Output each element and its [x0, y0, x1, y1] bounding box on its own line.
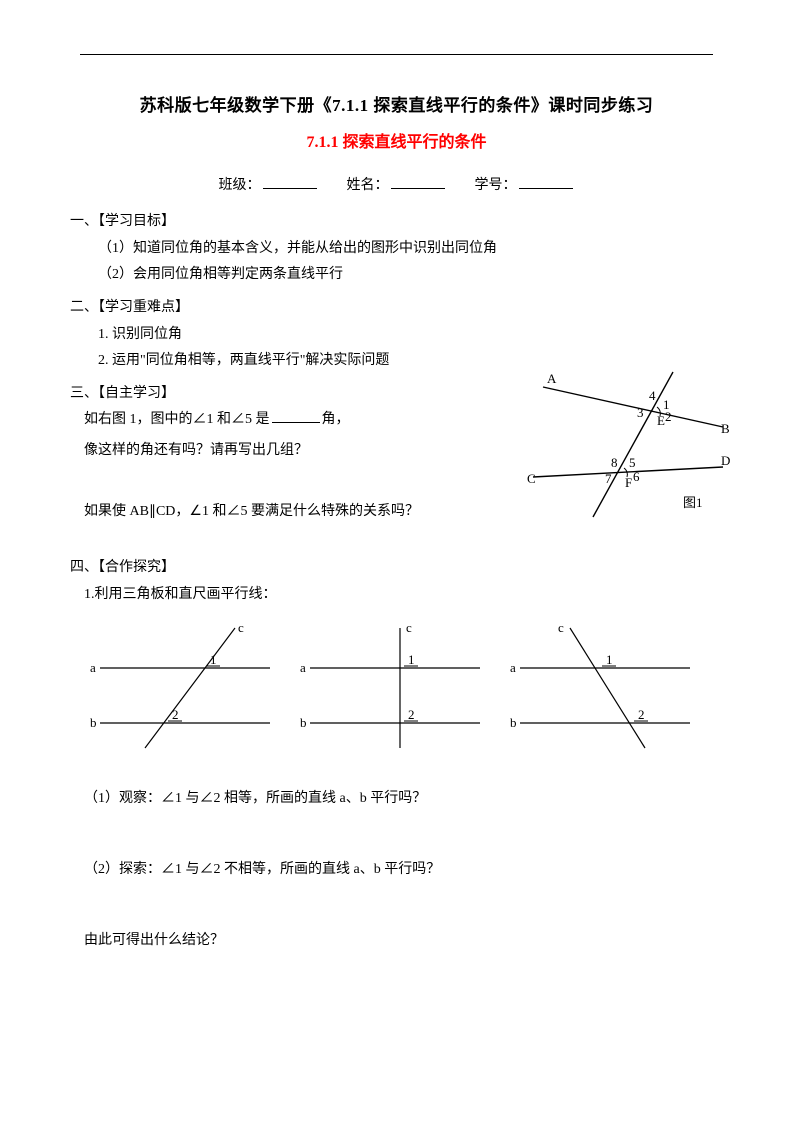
- d3-a: a: [510, 660, 516, 675]
- d3-b: b: [510, 715, 517, 730]
- diagram-2: a b c 1 2: [290, 618, 490, 758]
- section-3-block: 三、【自主学习】 如右图 1，图中的∠1 和∠5 是角， 像这样的角还有吗？请再…: [70, 381, 723, 525]
- fig1-label-C: C: [527, 471, 536, 486]
- three-diagrams: a b c 1 2 a b c 1 2: [80, 618, 700, 758]
- worksheet-page: 苏科版七年级数学下册《7.1.1 探索直线平行的条件》课时同步练习 7.1.1 …: [0, 0, 793, 1122]
- fig1-n8: 8: [611, 455, 618, 470]
- s4-q3: 由此可得出什么结论？: [70, 928, 723, 955]
- section-4-head: 四、【合作探究】: [70, 555, 723, 582]
- fig1-label-F: F: [625, 475, 632, 490]
- d3-1: 1: [606, 652, 613, 667]
- fig1-caption: 图1: [683, 495, 703, 510]
- number-label: 学号：: [475, 178, 517, 193]
- number-blank[interactable]: [519, 174, 573, 189]
- s1-item2: （2）会用同位角相等判定两条直线平行: [70, 262, 723, 289]
- top-rule: [80, 54, 713, 55]
- fig1-label-B: B: [721, 421, 730, 436]
- d3-c: c: [558, 620, 564, 635]
- name-label: 姓名：: [347, 178, 389, 193]
- d2-2: 2: [408, 707, 415, 722]
- d1-a: a: [90, 660, 96, 675]
- d1-c: c: [238, 620, 244, 635]
- figure-1: A B C D E F 1 2 3 4 5 6 7 8 图1: [523, 367, 733, 527]
- main-title: 苏科版七年级数学下册《7.1.1 探索直线平行的条件》课时同步练习: [70, 90, 723, 122]
- class-blank[interactable]: [263, 174, 317, 189]
- fig1-n6: 6: [633, 469, 640, 484]
- d2-a: a: [300, 660, 306, 675]
- s4-q2: （2）探索：∠1 与∠2 不相等，所画的直线 a、b 平行吗？: [70, 857, 723, 884]
- fig1-n2: 2: [665, 409, 672, 424]
- s3-line1a: 如右图 1，图中的∠1 和∠5 是: [84, 412, 270, 427]
- fig1-label-A: A: [547, 371, 557, 386]
- name-blank[interactable]: [391, 174, 445, 189]
- fig1-n3: 3: [637, 405, 644, 420]
- diagram-1: a b c 1 2: [80, 618, 280, 758]
- d2-c: c: [406, 620, 412, 635]
- fig1-label-E: E: [657, 413, 665, 428]
- diagram-3: a b c 1 2: [500, 618, 700, 758]
- d2-1: 1: [408, 652, 415, 667]
- fig1-n5: 5: [629, 455, 636, 470]
- s1-item1: （1）知道同位角的基本含义，并能从给出的图形中识别出同位角: [70, 236, 723, 263]
- class-label: 班级：: [219, 178, 261, 193]
- d1-2: 2: [172, 707, 179, 722]
- s4-q1: （1）观察：∠1 与∠2 相等，所画的直线 a、b 平行吗？: [70, 786, 723, 813]
- d1-b: b: [90, 715, 97, 730]
- fig1-label-D: D: [721, 453, 730, 468]
- d2-b: b: [300, 715, 307, 730]
- d3-2: 2: [638, 707, 645, 722]
- s3-line1b: 角，: [322, 412, 350, 427]
- section-1-head: 一、【学习目标】: [70, 209, 723, 236]
- s4-item1: 1.利用三角板和直尺画平行线：: [70, 582, 723, 609]
- s3-blank[interactable]: [272, 408, 320, 423]
- student-info-line: 班级： 姓名： 学号：: [70, 173, 723, 200]
- fig1-n7: 7: [605, 471, 612, 486]
- s2-item1: 1. 识别同位角: [70, 322, 723, 349]
- d1-1: 1: [210, 652, 217, 667]
- section-2-head: 二、【学习重难点】: [70, 295, 723, 322]
- sub-title: 7.1.1 探索直线平行的条件: [70, 128, 723, 158]
- fig1-n4: 4: [649, 388, 656, 403]
